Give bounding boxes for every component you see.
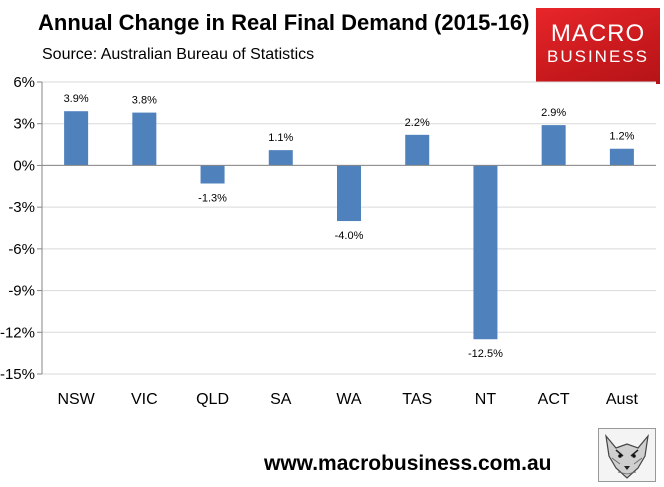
logo-line-1: MACRO (550, 20, 646, 47)
data-label: 1.2% (609, 131, 634, 143)
x-tick-label: QLD (196, 391, 229, 408)
x-tick-label: NT (475, 391, 497, 408)
x-tick-label: Aust (606, 391, 639, 408)
data-label: 2.9% (541, 107, 566, 119)
x-tick-label: SA (270, 391, 292, 408)
data-label: 1.1% (268, 132, 293, 144)
bar (200, 165, 225, 184)
x-tick-label: NSW (57, 391, 95, 408)
y-tick-label: 0% (13, 157, 35, 174)
data-label: 3.9% (64, 93, 89, 105)
chart-title: Annual Change in Real Final Demand (2015… (38, 10, 530, 35)
y-tick-label: 3% (13, 116, 35, 133)
website-url: www.macrobusiness.com.au (264, 452, 552, 475)
x-tick-label: TAS (402, 391, 432, 408)
x-tick-label: ACT (538, 391, 570, 408)
y-tick-label: -6% (8, 241, 35, 258)
x-tick-label: VIC (131, 391, 158, 408)
logo-line-2: BUSINESS (547, 47, 649, 66)
bar (268, 150, 293, 166)
y-tick-label: 6% (13, 74, 35, 91)
bar (337, 165, 361, 222)
chart-subtitle: Source: Australian Bureau of Statistics (42, 46, 315, 63)
data-label: 3.8% (132, 95, 157, 107)
data-label: -4.0% (335, 230, 364, 242)
data-label: -12.5% (468, 348, 503, 360)
wolf-logo-icon (598, 428, 656, 482)
bar (405, 134, 430, 166)
bar (473, 165, 498, 340)
y-tick-label: -3% (8, 199, 35, 216)
x-tick-label: WA (336, 391, 362, 408)
y-tick-label: -12% (0, 324, 35, 341)
data-label: -1.3% (198, 193, 227, 205)
data-label: 2.2% (405, 117, 430, 129)
bar (541, 125, 566, 166)
bar (132, 112, 157, 166)
y-tick-label: -15% (0, 366, 35, 383)
bar (609, 148, 634, 166)
bar (64, 111, 89, 166)
macrobusiness-logo: MACRO BUSINESS (536, 8, 660, 84)
y-tick-label: -9% (8, 283, 35, 300)
